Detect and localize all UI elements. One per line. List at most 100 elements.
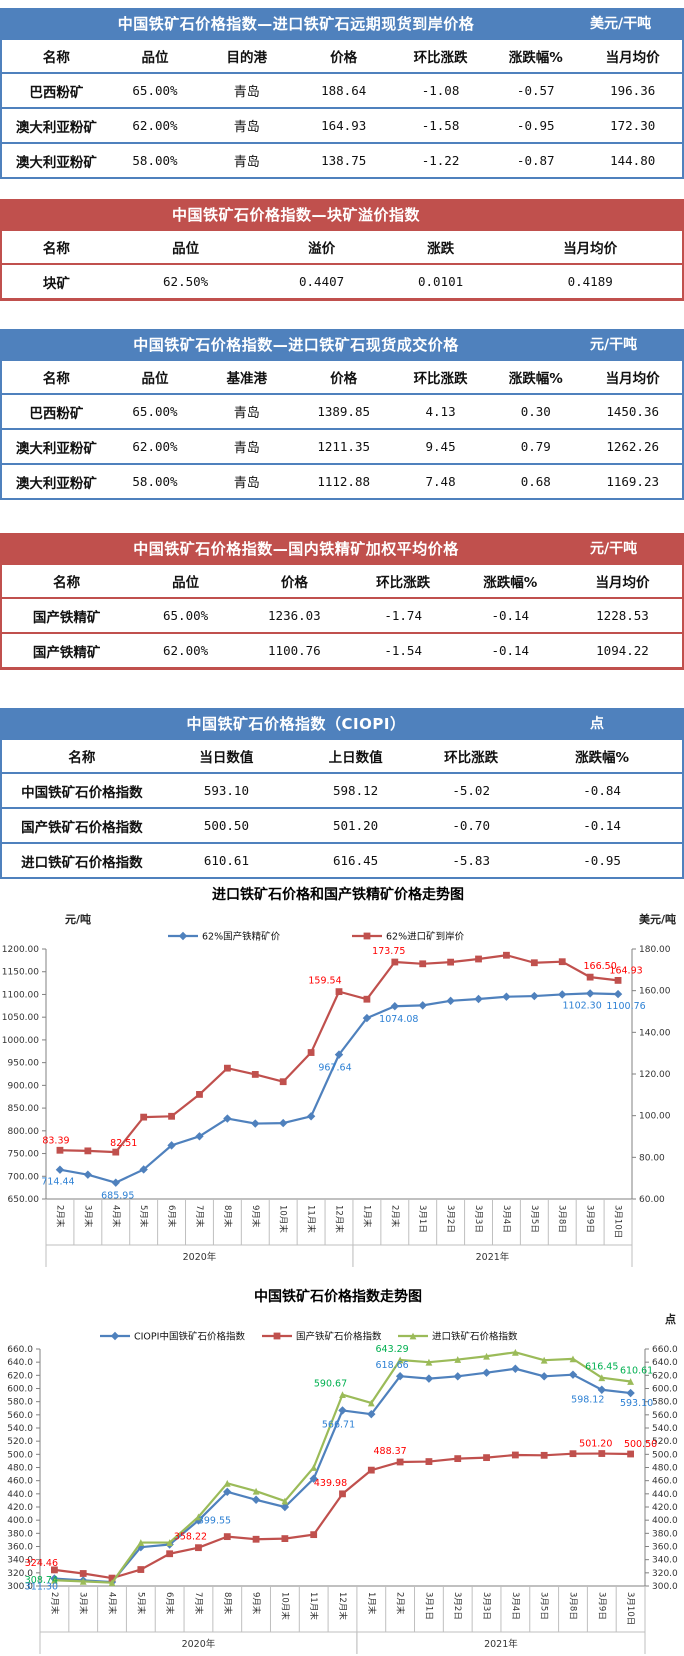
cell-value: 1094.22 (596, 643, 649, 658)
cell-value: 144.80 (610, 153, 656, 168)
cell-value: 0.0101 (418, 274, 464, 289)
right-tick-label: 520.0 (652, 1437, 678, 1447)
row-name: 巴西粉矿 (29, 84, 84, 101)
column-header: 名称 (53, 575, 81, 591)
table-unit: 点 (590, 716, 604, 732)
table-title-bar: 中国铁矿石价格指数（CIOPI） 点 (2, 708, 682, 738)
point-label: 166.50 (584, 961, 617, 972)
row-name: 巴西粉矿 (29, 405, 84, 422)
left-tick-label: 420.0 (7, 1503, 33, 1513)
x-category-label: 3月末 (82, 1205, 93, 1228)
left-tick-label: 700.00 (8, 1172, 40, 1182)
row-name: 块矿 (42, 275, 70, 292)
table-title: 中国铁矿石价格指数—进口铁矿石远期现货到岸价格 (117, 14, 475, 33)
cell-value: 1211.35 (317, 439, 371, 454)
left-tick-label: 440.0 (7, 1490, 33, 1500)
table-row: 澳大利亚粉矿 58.00% 青岛 138.75 -1.22 -0.87 144.80 (2, 143, 682, 177)
column-header: 当月均价 (605, 50, 660, 66)
column-header: 名称 (42, 241, 70, 257)
column-header: 涨跌 (427, 241, 455, 257)
cell-value: 0.30 (520, 404, 551, 419)
column-header: 环比涨跌 (444, 750, 499, 766)
right-tick-label: 340.0 (652, 1556, 678, 1566)
column-header: 品位 (172, 241, 200, 257)
point-label: 610.61 (620, 1366, 653, 1377)
x-category-label: 3月2日 (445, 1205, 455, 1233)
cell-value: 1228.53 (596, 608, 649, 623)
column-header: 品位 (141, 371, 169, 387)
left-tick-label: 650.00 (8, 1195, 40, 1205)
column-header: 目的港 (226, 50, 268, 66)
table-header-row: 名称 品位 目的港 价格 环比涨跌 涨跌幅% 当月均价 (2, 39, 682, 73)
cell-value: 58.00% (132, 474, 178, 489)
cell-value: 青岛 (233, 476, 260, 491)
x-category-label: 6月末 (166, 1205, 177, 1228)
right-tick-label: 600.0 (652, 1385, 678, 1395)
left-tick-label: 600.0 (7, 1385, 33, 1395)
cell-value: 4.13 (425, 404, 456, 419)
table-row: 澳大利亚粉矿 62.00% 青岛 1211.35 9.45 0.79 1262.26 (2, 429, 682, 464)
row-name: 国产铁精矿 (32, 644, 101, 661)
cell-value: 58.00% (132, 153, 178, 168)
year-group-label: 2021年 (476, 1251, 510, 1263)
table-row: 巴西粉矿 65.00% 青岛 188.64 -1.08 -0.57 196.36 (2, 73, 682, 108)
x-category-label: 3月5日 (539, 1592, 549, 1620)
left-tick-label: 640.0 (7, 1358, 33, 1368)
point-label: 1100.76 (606, 1001, 645, 1012)
cell-value: -0.84 (583, 783, 621, 798)
left-tick-label: 300.0 (7, 1582, 33, 1592)
right-tick-label: 660.0 (652, 1345, 678, 1355)
x-category-label: 3月3日 (473, 1205, 483, 1233)
table-unit: 美元/干吨 (590, 16, 652, 32)
table-unit: 元/干吨 (590, 337, 638, 353)
row-name: 澳大利亚粉矿 (15, 154, 97, 171)
x-category-label: 10月末 (278, 1205, 289, 1233)
x-category-label: 3月末 (78, 1592, 89, 1615)
left-tick-label: 750.00 (8, 1150, 40, 1160)
point-label: 1074.08 (379, 1014, 418, 1025)
cell-value: -0.87 (516, 153, 555, 168)
x-category-label: 1月末 (361, 1205, 372, 1228)
point-label: 714.44 (41, 1177, 74, 1188)
left-tick-label: 340.0 (7, 1556, 33, 1566)
row-name: 澳大利亚粉矿 (15, 440, 97, 457)
cell-value: 616.45 (333, 853, 379, 868)
point-label: 618.66 (375, 1360, 408, 1371)
column-header: 品位 (141, 50, 169, 66)
point-label: 500.50 (624, 1439, 657, 1450)
point-label: 593.10 (620, 1398, 653, 1409)
cell-value: 598.12 (333, 783, 379, 798)
x-category-label: 1月末 (366, 1592, 377, 1615)
point-label: 358.22 (174, 1532, 207, 1543)
point-label: 590.67 (314, 1379, 347, 1390)
legend-label: 进口铁矿石价格指数 (432, 1331, 518, 1343)
x-category-label: 3月2日 (452, 1592, 462, 1620)
cell-value: -5.02 (452, 783, 490, 798)
left-tick-label: 660.0 (7, 1345, 33, 1355)
right-tick-label: 320.0 (652, 1569, 678, 1579)
cell-value: 9.45 (425, 439, 456, 454)
table-title: 中国铁矿石价格指数—进口铁矿石现货成交价格 (133, 335, 459, 354)
left-tick-label: 580.0 (7, 1398, 33, 1408)
cell-value: 青岛 (233, 406, 260, 421)
tables: 中国铁矿石价格指数—进口铁矿石远期现货到岸价格 美元/干吨 名称 品位 目的港 价格 环比涨… (0, 8, 684, 879)
table-row: 块矿 62.50% 0.4407 0.0101 0.4189 (2, 264, 682, 298)
right-tick-label: 80.00 (639, 1153, 665, 1163)
left-tick-label: 1000.00 (2, 1036, 39, 1046)
right-tick-label: 380.0 (652, 1529, 678, 1539)
column-header: 品位 (172, 575, 200, 591)
cell-value: 172.30 (610, 118, 656, 133)
left-tick-label: 380.0 (7, 1529, 33, 1539)
cell-value: -0.70 (452, 818, 490, 833)
table-title-bar: 中国铁矿石价格指数—进口铁矿石远期现货到岸价格 美元/干吨 (2, 8, 682, 38)
x-category-label: 2月末 (395, 1592, 406, 1615)
cell-value: 500.50 (203, 818, 249, 833)
legend: CIOPI中国铁矿石价格指数 国产铁矿石价格指数 进口铁矿石价格指数 (100, 1331, 518, 1343)
x-category-label: 4月末 (110, 1205, 121, 1228)
table-lump-premium: 中国铁矿石价格指数—块矿溢价指数 名称 品位 溢价 涨跌 当月均价 块矿 62.50% 0.44… (0, 199, 684, 301)
legend-label: CIOPI中国铁矿石价格指数 (134, 1331, 245, 1343)
left-tick-label: 850.00 (8, 1104, 40, 1114)
cell-value: 1236.03 (268, 608, 321, 623)
point-label: 685.95 (101, 1191, 134, 1202)
